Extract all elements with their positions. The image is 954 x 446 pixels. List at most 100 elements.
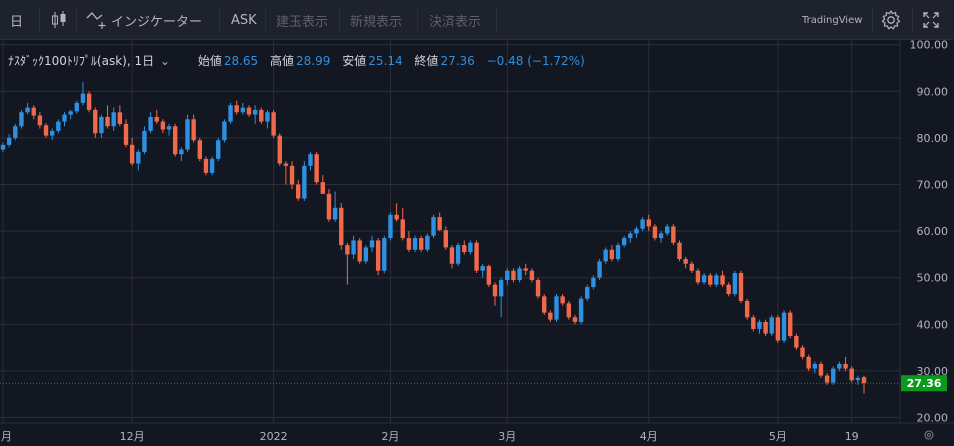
position-toggle[interactable]: 建玉表示 <box>276 0 328 40</box>
ask-button[interactable]: ASK <box>231 0 257 40</box>
candle <box>339 203 344 250</box>
candle-body <box>31 107 36 116</box>
x-tick-label: 2022 <box>260 430 288 443</box>
toolbar-divider <box>219 8 220 32</box>
candle-body <box>209 158 215 173</box>
candle-body <box>129 144 135 164</box>
symbol-dropdown-icon[interactable]: ⌄ <box>159 54 170 68</box>
ask-label: ASK <box>231 12 257 28</box>
candle-body <box>265 112 270 122</box>
candle-body <box>542 296 547 313</box>
tradingview-brand[interactable]: TradingView <box>802 0 862 40</box>
candle-body <box>351 240 356 255</box>
candle-body <box>603 249 608 262</box>
change-value: −0.48 (−1.72%) <box>486 54 585 68</box>
candle <box>603 247 608 264</box>
candle <box>849 366 854 383</box>
candle-body <box>689 263 694 271</box>
symbol-title[interactable]: ﾅｽﾀﾞｯｸ100ﾄﾘﾌﾟﾙ(ask), 1日 <box>8 54 155 68</box>
candle-body <box>462 245 467 253</box>
candle-body <box>369 240 375 248</box>
candle <box>400 207 405 241</box>
settings-button[interactable] <box>880 0 902 40</box>
candle <box>609 245 615 262</box>
candle <box>720 270 725 288</box>
candle-body <box>714 275 719 285</box>
candle <box>744 298 750 320</box>
candle-body <box>861 377 867 384</box>
x-tick-label: 3月 <box>498 430 516 443</box>
candle <box>111 107 116 131</box>
candle <box>240 102 246 115</box>
candle-body <box>591 277 596 288</box>
candle-body <box>751 317 756 329</box>
axis-settings-button[interactable] <box>924 430 934 440</box>
gear-icon <box>881 10 901 30</box>
candle-body <box>738 273 744 301</box>
candle <box>19 109 24 129</box>
candle <box>6 134 12 148</box>
settle-toggle[interactable]: 決済表示 <box>429 0 481 40</box>
candle <box>375 238 381 276</box>
candle-body <box>357 240 362 262</box>
candle <box>474 240 479 274</box>
candle <box>455 242 461 267</box>
candle-body <box>529 270 535 281</box>
candle-body <box>37 115 43 126</box>
candle-body <box>25 107 30 113</box>
candle-body <box>794 335 799 348</box>
candle-body <box>640 219 645 229</box>
candle-body <box>708 275 713 285</box>
interval-button[interactable]: 日 <box>10 0 23 40</box>
candle <box>726 282 731 297</box>
indicators-button[interactable]: インジケーター <box>86 0 202 40</box>
fullscreen-button[interactable] <box>922 0 940 40</box>
candle-body <box>234 105 239 113</box>
candle-body <box>683 259 688 264</box>
chart-legend: ﾅｽﾀﾞｯｸ100ﾄﾘﾌﾟﾙ(ask), 1日 ⌄ 始値 28.65 高値 28.9… <box>8 52 587 69</box>
candle <box>671 224 676 246</box>
candle-body <box>443 230 448 248</box>
chart-type-button[interactable] <box>50 0 68 40</box>
candle <box>197 137 202 162</box>
candle <box>861 375 867 394</box>
candle-body <box>56 121 61 131</box>
candle-body <box>837 363 842 369</box>
candle-body <box>701 275 707 283</box>
candle <box>480 263 485 278</box>
y-tick-label: 60.00 <box>917 225 949 238</box>
candle-body <box>824 375 830 383</box>
candle-body <box>578 298 584 322</box>
candle-body <box>216 140 221 159</box>
candle-body <box>628 233 633 239</box>
y-tick-label: 90.00 <box>917 85 949 98</box>
candle-body <box>818 363 824 376</box>
candle <box>738 270 744 304</box>
candle-body <box>431 217 436 236</box>
candle-body <box>449 247 455 264</box>
candle <box>203 156 209 176</box>
candle-body <box>597 261 602 278</box>
candle-body <box>326 193 332 220</box>
candle-body <box>19 112 24 127</box>
candle <box>283 161 289 185</box>
candle <box>296 179 301 201</box>
candle <box>43 122 49 138</box>
candle <box>259 107 264 124</box>
candle-body <box>615 245 621 260</box>
candle-body <box>289 165 295 185</box>
order-toggle[interactable]: 新規表示 <box>350 0 402 40</box>
candle <box>308 151 313 171</box>
last-price-text: 27.36 <box>907 377 942 390</box>
candle <box>369 235 375 253</box>
candle <box>529 268 535 283</box>
candle <box>449 245 455 269</box>
candle-body <box>136 151 141 164</box>
candle-body <box>173 126 178 155</box>
y-axis: 100.00 90.00 80.00 70.00 60.00 50.00 40.00 30.0… <box>910 39 949 425</box>
candle-body <box>93 109 98 134</box>
candle-body <box>117 112 123 124</box>
candle-body <box>375 240 381 271</box>
indicators-label: インジケーター <box>111 14 203 30</box>
